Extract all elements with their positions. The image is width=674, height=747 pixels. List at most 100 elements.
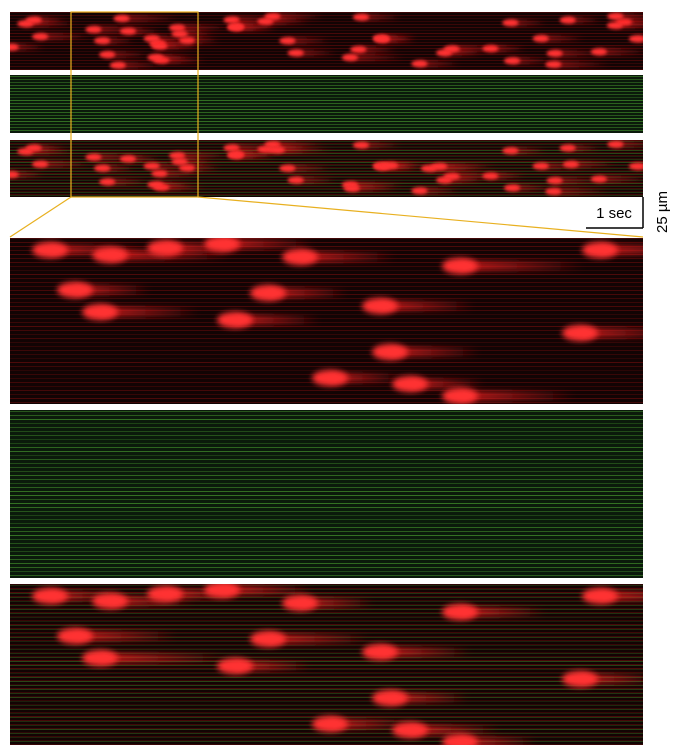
blob-tail — [272, 14, 325, 19]
stripe — [10, 127, 643, 128]
stripe — [10, 624, 643, 625]
stripe — [10, 649, 643, 650]
blob-tail — [155, 55, 192, 60]
stripe — [10, 69, 643, 70]
blob — [373, 35, 390, 44]
stripe — [10, 186, 643, 187]
blob-tail — [598, 49, 643, 55]
stripe — [10, 463, 643, 464]
blob — [169, 151, 186, 160]
blob-tail — [287, 38, 331, 44]
blob-tail — [567, 145, 602, 151]
blob — [282, 595, 318, 611]
blob — [381, 161, 399, 170]
blob — [442, 734, 478, 745]
blob — [372, 690, 408, 706]
kymograph-panel — [10, 584, 643, 746]
blob-tail — [512, 58, 551, 64]
stripe — [10, 194, 643, 195]
stripe — [10, 118, 643, 119]
kymograph-panel — [10, 410, 643, 578]
blob — [352, 141, 370, 149]
blob — [582, 588, 618, 604]
blob — [113, 14, 130, 23]
stripe — [10, 612, 643, 613]
blob — [94, 164, 111, 172]
blob-tail — [349, 182, 405, 187]
blob-tail — [300, 598, 374, 608]
blob-tail — [381, 37, 417, 42]
stripe — [10, 342, 643, 343]
blob-tail — [93, 154, 146, 160]
stripe — [10, 563, 643, 564]
blob — [204, 584, 240, 598]
stripe — [10, 133, 643, 134]
panel-content — [10, 238, 643, 404]
stripe — [10, 531, 643, 532]
stripe — [10, 697, 643, 698]
blob — [147, 53, 164, 62]
blob — [287, 49, 304, 57]
stripe — [10, 338, 643, 339]
stripe — [10, 121, 643, 122]
stripe — [10, 57, 643, 58]
blob-tail — [235, 315, 321, 325]
stripe — [10, 106, 643, 107]
blob — [10, 43, 19, 51]
blob — [85, 25, 102, 34]
stripe — [10, 676, 643, 677]
blob-tail — [451, 46, 507, 52]
stripe — [10, 33, 643, 34]
length-label: 25 µm — [654, 191, 671, 233]
blob — [147, 240, 183, 256]
stripe — [10, 266, 643, 267]
stripe — [10, 176, 643, 177]
blob — [264, 140, 281, 149]
stripe — [10, 386, 643, 387]
stripe — [10, 451, 643, 452]
stripe — [10, 88, 643, 89]
stripe — [10, 171, 643, 172]
blob — [143, 162, 160, 170]
blob — [171, 30, 188, 38]
stripe — [10, 76, 643, 77]
blob — [312, 716, 348, 732]
blob — [227, 23, 244, 32]
stripe — [10, 63, 643, 64]
blob-tail — [159, 43, 202, 49]
stripe — [10, 668, 643, 669]
blob — [10, 170, 19, 179]
stripe — [10, 644, 643, 645]
stripe — [10, 362, 643, 363]
stripe — [10, 503, 643, 504]
stripe — [10, 665, 643, 666]
stripe — [10, 185, 643, 186]
blob-tail — [155, 182, 192, 187]
blob-tail — [444, 50, 483, 56]
blob — [32, 33, 49, 41]
blob — [443, 45, 460, 53]
blob — [264, 12, 281, 21]
stripe — [10, 189, 643, 190]
stripe — [10, 394, 643, 395]
blob — [151, 169, 168, 178]
stripe — [10, 286, 643, 287]
stripe — [10, 306, 643, 307]
blob-tail — [272, 142, 325, 147]
blob — [178, 36, 196, 45]
stripe — [10, 596, 643, 597]
blob-tail — [570, 162, 616, 167]
blob — [628, 35, 643, 43]
stripe — [10, 712, 643, 713]
blob-tail — [295, 177, 337, 183]
stripe — [10, 415, 643, 416]
blob — [362, 644, 398, 660]
blob-tail — [268, 634, 370, 644]
stripe — [10, 684, 643, 685]
stripe — [10, 143, 643, 144]
blob-tail — [510, 20, 547, 26]
stripe — [10, 745, 643, 746]
stripe — [10, 159, 643, 160]
blob-tail — [177, 25, 229, 31]
stripe — [10, 733, 643, 734]
